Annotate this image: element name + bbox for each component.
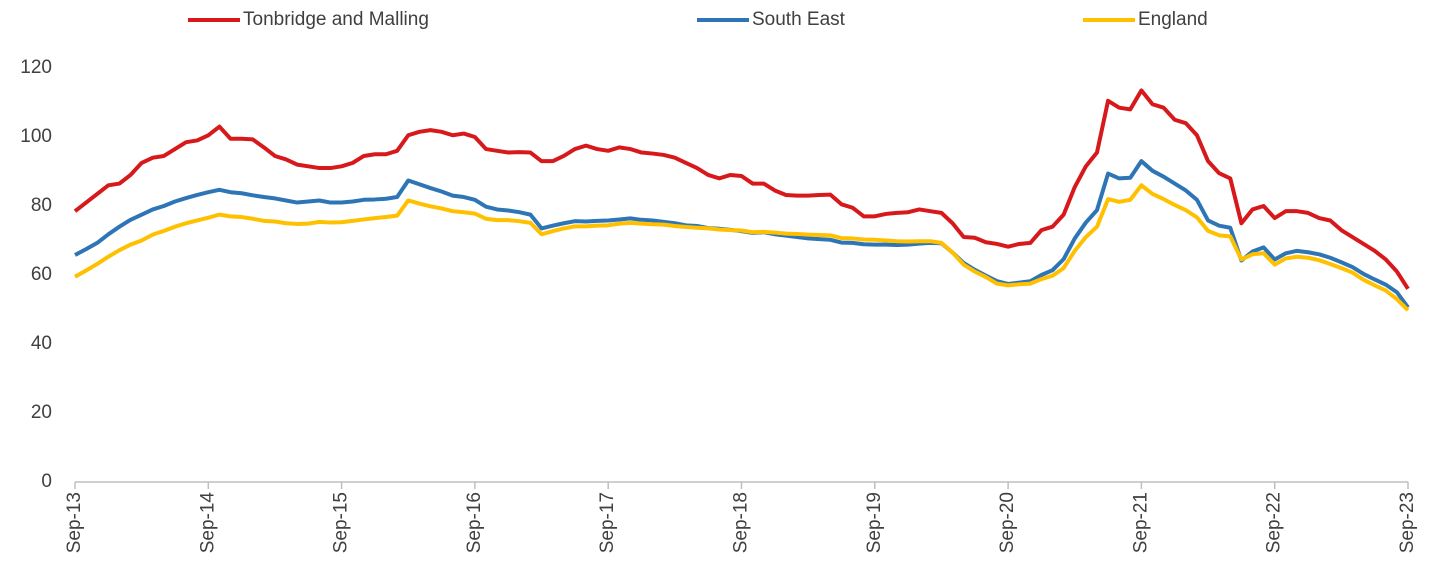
x-tick-label: Sep-18 [731, 492, 752, 553]
x-tick-label: Sep-14 [197, 492, 218, 554]
y-tick-label: 120 [20, 57, 52, 78]
x-tick-label: Sep-13 [64, 492, 85, 553]
y-tick-label: 20 [31, 402, 52, 423]
x-tick-label: Sep-15 [331, 492, 352, 553]
y-tick-label: 60 [31, 264, 52, 285]
x-tick-label: Sep-20 [997, 492, 1018, 553]
x-tick-label: Sep-19 [864, 492, 885, 553]
x-tick-label: Sep-23 [1397, 492, 1418, 553]
legend-label: England [1138, 9, 1208, 30]
series-line [74, 183, 1410, 312]
x-tick-label: Sep-22 [1264, 492, 1285, 553]
y-tick-label: 0 [41, 471, 52, 492]
x-tick-label: Sep-21 [1130, 492, 1151, 553]
y-tick-label: 100 [20, 126, 52, 147]
series-line [73, 88, 1410, 290]
series-line [74, 159, 1410, 309]
x-tick-label: Sep-17 [597, 492, 618, 553]
legend-label: Tonbridge and Malling [243, 9, 429, 30]
y-tick-label: 80 [31, 195, 52, 216]
legend-label: South East [752, 9, 846, 30]
y-tick-label: 40 [31, 333, 52, 354]
x-tick-label: Sep-16 [464, 492, 485, 553]
